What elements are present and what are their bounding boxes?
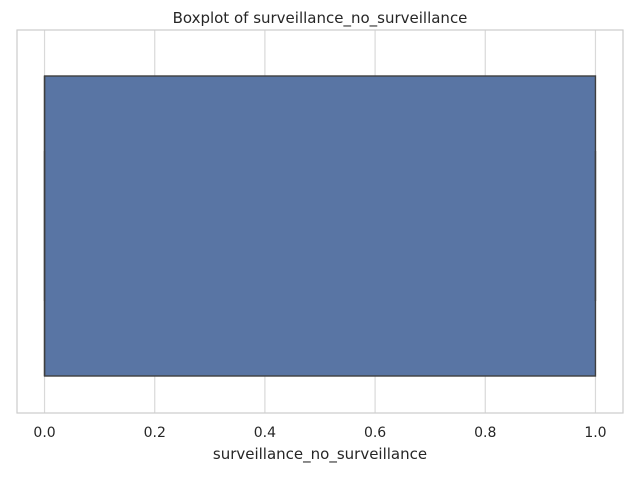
tick-layer: 0.0 0.2 0.4 0.6 0.8 1.0	[33, 425, 606, 441]
x-tick-label-5: 1.0	[584, 425, 606, 441]
x-tick-label-2: 0.4	[254, 425, 276, 441]
chart-title: Boxplot of surveillance_no_surveillance	[173, 9, 468, 28]
x-tick-label-0: 0.0	[33, 425, 55, 441]
x-tick-label-1: 0.2	[144, 425, 166, 441]
box-layer	[43, 75, 597, 377]
box-iqr-0	[43, 75, 597, 377]
plot-frame	[16, 29, 624, 414]
x-axis-label: surveillance_no_surveillance	[213, 445, 427, 464]
x-tick-label-3: 0.6	[364, 425, 386, 441]
x-tick-label-4: 0.8	[474, 425, 496, 441]
